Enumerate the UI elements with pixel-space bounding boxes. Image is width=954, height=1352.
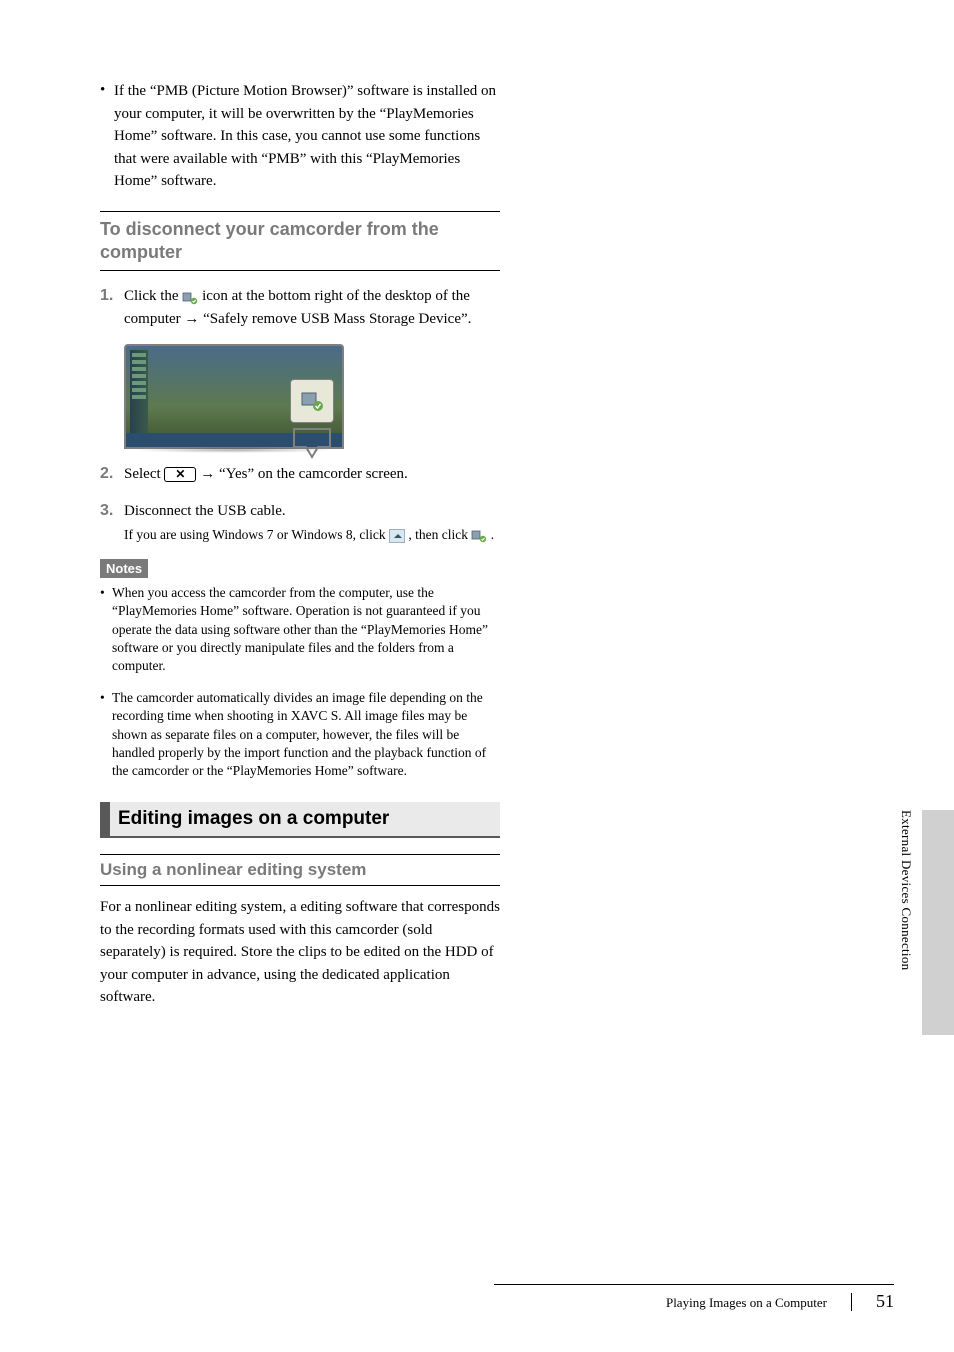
note-1-text: When you access the camcorder from the c… xyxy=(112,584,500,675)
nonlinear-heading: Using a nonlinear editing system xyxy=(100,854,500,886)
note-2: • The camcorder automatically divides an… xyxy=(100,689,500,780)
footer-page-number: 51 xyxy=(876,1291,894,1312)
intro-bullet-text: If the “PMB (Picture Motion Browser)” so… xyxy=(114,80,500,193)
safely-remove-icon-2 xyxy=(471,529,487,543)
step-3: 3. Disconnect the USB cable. If you are … xyxy=(100,500,500,545)
step-2-text: Select ✕ → “Yes” on the camcorder screen… xyxy=(124,463,408,486)
expand-tray-icon xyxy=(389,529,405,543)
footer-divider xyxy=(851,1293,852,1311)
step-2-post: → “Yes” on the camcorder screen. xyxy=(200,466,408,482)
chapter-side-label: External Devices Connection xyxy=(898,810,914,970)
note-2-text: The camcorder automatically divides an i… xyxy=(112,689,500,780)
step-3-text: Disconnect the USB cable. If you are usi… xyxy=(124,500,494,545)
step-3-sub-post: . xyxy=(491,527,494,542)
footer-title: Playing Images on a Computer xyxy=(666,1295,827,1311)
note-1: • When you access the camcorder from the… xyxy=(100,584,500,675)
step-1-number: 1. xyxy=(100,285,124,330)
chapter-side-tab xyxy=(922,810,954,1035)
step-2-pre: Select xyxy=(124,466,164,482)
step-1-pre: Click the xyxy=(124,288,182,304)
step-3-subtext: If you are using Windows 7 or Windows 8,… xyxy=(124,526,494,545)
nonlinear-paragraph: For a nonlinear editing system, a editin… xyxy=(100,896,500,1009)
step-1: 1. Click the icon at the bottom right of… xyxy=(100,285,500,330)
step-3-sub-pre: If you are using Windows 7 or Windows 8,… xyxy=(124,527,389,542)
page-footer: Playing Images on a Computer 51 xyxy=(494,1284,894,1312)
step-3-number: 3. xyxy=(100,500,124,545)
bullet-marker: • xyxy=(100,80,114,193)
screenshot-sidebar xyxy=(130,350,148,433)
editing-heading: Editing images on a computer xyxy=(100,802,500,838)
notes-list: • When you access the camcorder from the… xyxy=(100,584,500,780)
step-3-sub-mid: , then click xyxy=(408,527,471,542)
step-3-main: Disconnect the USB cable. xyxy=(124,503,286,519)
note-1-marker: • xyxy=(100,584,112,675)
desktop-screenshot xyxy=(124,344,344,449)
step-2-number: 2. xyxy=(100,463,124,486)
intro-bullet: • If the “PMB (Picture Motion Browser)” … xyxy=(100,80,500,193)
note-2-marker: • xyxy=(100,689,112,780)
x-button-icon: ✕ xyxy=(164,467,196,482)
step-1-text: Click the icon at the bottom right of th… xyxy=(124,285,500,330)
disconnect-heading: To disconnect your camcorder from the co… xyxy=(100,212,500,271)
disconnect-heading-container: To disconnect your camcorder from the co… xyxy=(100,211,500,272)
screenshot-callout-arrow xyxy=(292,427,332,459)
notes-label: Notes xyxy=(100,559,148,578)
step-2: 2. Select ✕ → “Yes” on the camcorder scr… xyxy=(100,463,500,486)
safely-remove-icon xyxy=(182,290,198,304)
screenshot-popup xyxy=(290,379,334,423)
